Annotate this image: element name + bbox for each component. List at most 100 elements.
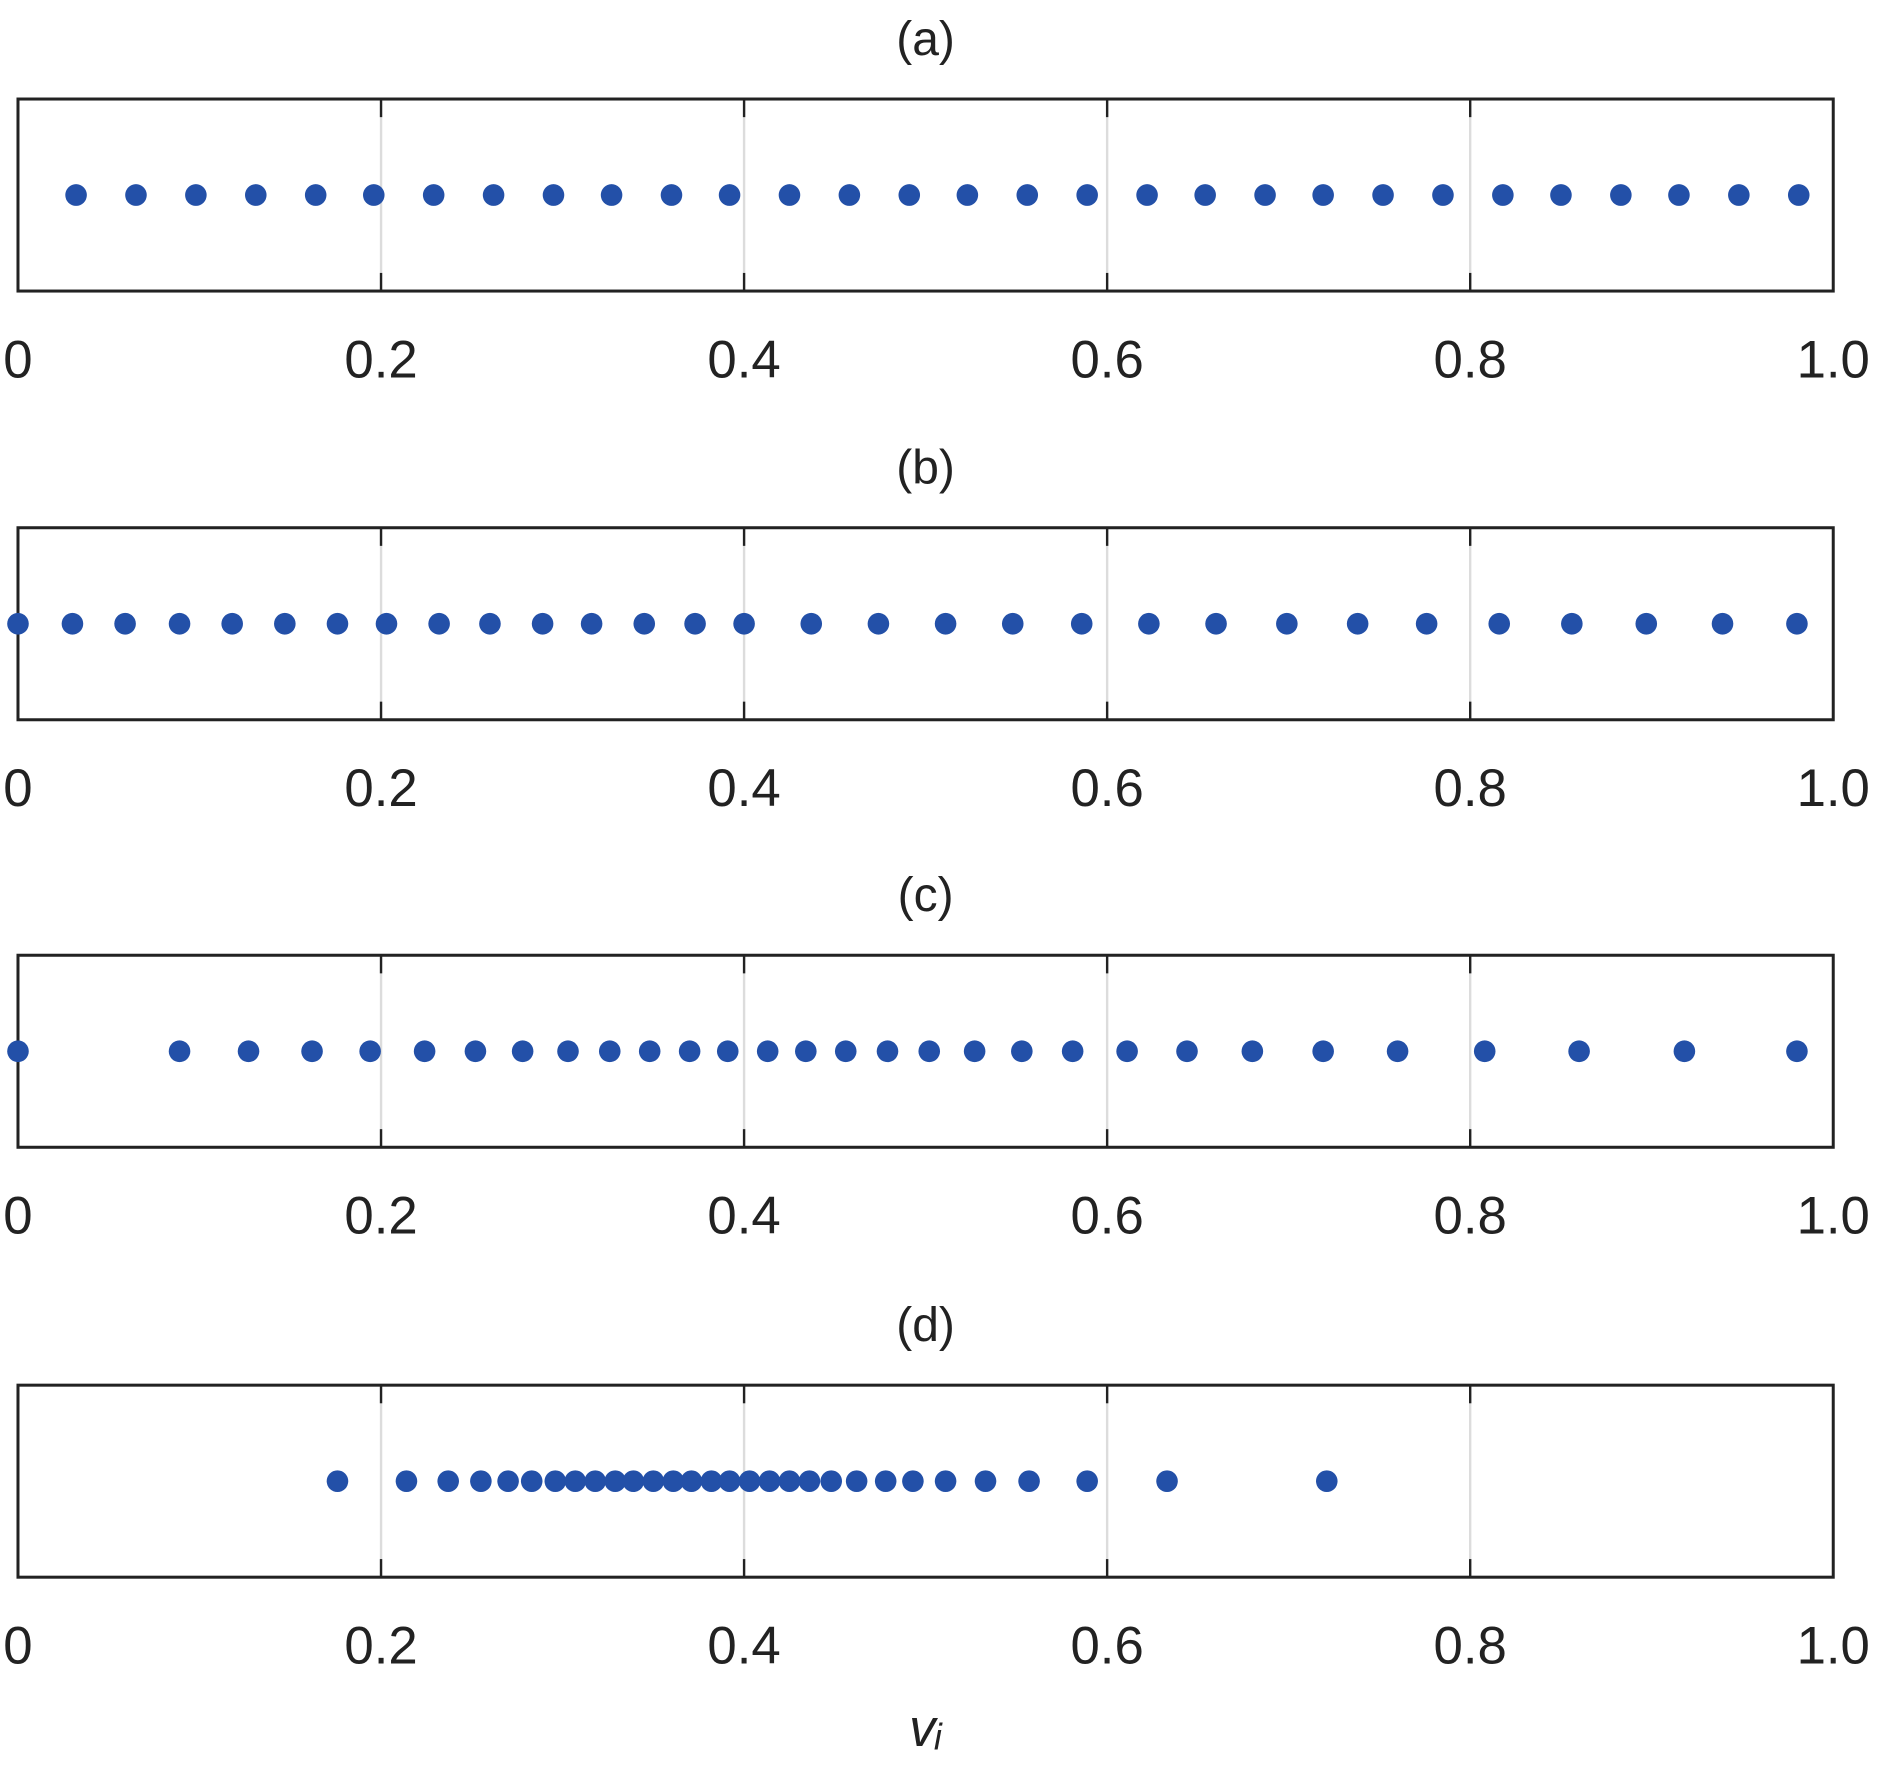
point	[531, 612, 554, 635]
point	[359, 1040, 381, 1063]
x-tick-label: 1.0	[1797, 1617, 1870, 1676]
point	[778, 184, 801, 206]
point	[1011, 1040, 1033, 1063]
point	[1488, 612, 1511, 635]
point	[642, 1470, 665, 1493]
point	[1415, 612, 1438, 635]
point	[778, 1470, 801, 1493]
point	[185, 184, 207, 206]
point	[918, 1040, 941, 1063]
x-tick-label: 1.0	[1797, 330, 1870, 389]
x-tick-label: 0.8	[1434, 1617, 1507, 1676]
x-tick-label: 0.2	[344, 759, 417, 818]
x-tick-label: 0	[3, 330, 32, 389]
point	[1001, 612, 1024, 635]
point	[221, 612, 243, 635]
point	[65, 184, 87, 206]
point	[1138, 612, 1160, 635]
x-tick-label: 0	[3, 759, 32, 818]
point	[114, 612, 136, 635]
point	[1786, 1040, 1808, 1063]
point	[1076, 184, 1098, 206]
point	[1205, 612, 1227, 635]
point	[1673, 1040, 1696, 1063]
point	[1786, 612, 1808, 635]
point	[564, 1470, 587, 1493]
point	[684, 612, 706, 635]
point	[838, 184, 861, 206]
point	[633, 612, 656, 635]
point	[1787, 184, 1810, 206]
point	[662, 1470, 685, 1493]
point	[479, 612, 501, 635]
point	[7, 612, 29, 635]
point	[800, 612, 823, 635]
x-tick-label: 1.0	[1797, 1187, 1870, 1246]
x-tick-label: 0	[3, 1187, 32, 1246]
point	[1241, 1040, 1264, 1063]
point	[1492, 184, 1514, 206]
point	[1070, 612, 1093, 635]
point	[125, 184, 147, 206]
point	[237, 1040, 260, 1063]
point	[1432, 184, 1454, 206]
point	[834, 1040, 857, 1063]
point	[600, 184, 623, 206]
plot-frame	[16, 97, 1835, 293]
point	[1276, 612, 1298, 635]
point	[845, 1470, 868, 1493]
plot-frame	[16, 1383, 1835, 1579]
point	[1312, 1040, 1334, 1063]
point	[738, 1470, 761, 1493]
point	[326, 612, 349, 635]
point	[168, 1040, 191, 1063]
point	[428, 612, 450, 635]
x-tick-label: 0.8	[1434, 1187, 1507, 1246]
point	[934, 612, 957, 635]
point	[638, 1040, 661, 1063]
panel-title: (d)	[896, 1298, 955, 1352]
point	[1728, 184, 1750, 206]
point	[61, 612, 84, 635]
point	[718, 184, 741, 206]
point	[1711, 612, 1734, 635]
point	[437, 1470, 459, 1493]
point	[1635, 612, 1658, 635]
point	[395, 1470, 418, 1493]
x-tick-label: 0.2	[344, 1617, 417, 1676]
x-tick-label: 0.8	[1434, 330, 1507, 389]
x-tick-label: 0.4	[707, 330, 780, 389]
x-tick-label: 0.2	[344, 1187, 417, 1246]
point	[580, 612, 603, 635]
point	[716, 1040, 739, 1063]
point	[1076, 1470, 1098, 1493]
point	[660, 184, 683, 206]
point	[1386, 1040, 1409, 1063]
point	[557, 1040, 579, 1063]
point	[1561, 612, 1583, 635]
point	[497, 1470, 519, 1493]
point	[7, 1040, 29, 1063]
x-tick-label: 0.4	[707, 1187, 780, 1246]
point	[867, 612, 890, 635]
point	[718, 1470, 741, 1493]
point	[1568, 1040, 1590, 1063]
x-tick-label: 0.6	[1070, 330, 1143, 389]
point	[934, 1470, 957, 1493]
point	[244, 184, 267, 206]
point	[956, 184, 979, 206]
point	[1372, 184, 1394, 206]
point	[733, 612, 755, 635]
point	[1550, 184, 1572, 206]
point	[362, 184, 385, 206]
point	[274, 612, 296, 635]
x-tick-label: 0.8	[1434, 759, 1507, 818]
panel-title: (c)	[898, 868, 954, 922]
point	[795, 1040, 817, 1063]
x-tick-label: 1.0	[1797, 759, 1870, 818]
point	[1136, 184, 1158, 206]
x-tick-label: 0.4	[707, 1617, 780, 1676]
point	[464, 1040, 487, 1063]
point	[511, 1040, 534, 1063]
